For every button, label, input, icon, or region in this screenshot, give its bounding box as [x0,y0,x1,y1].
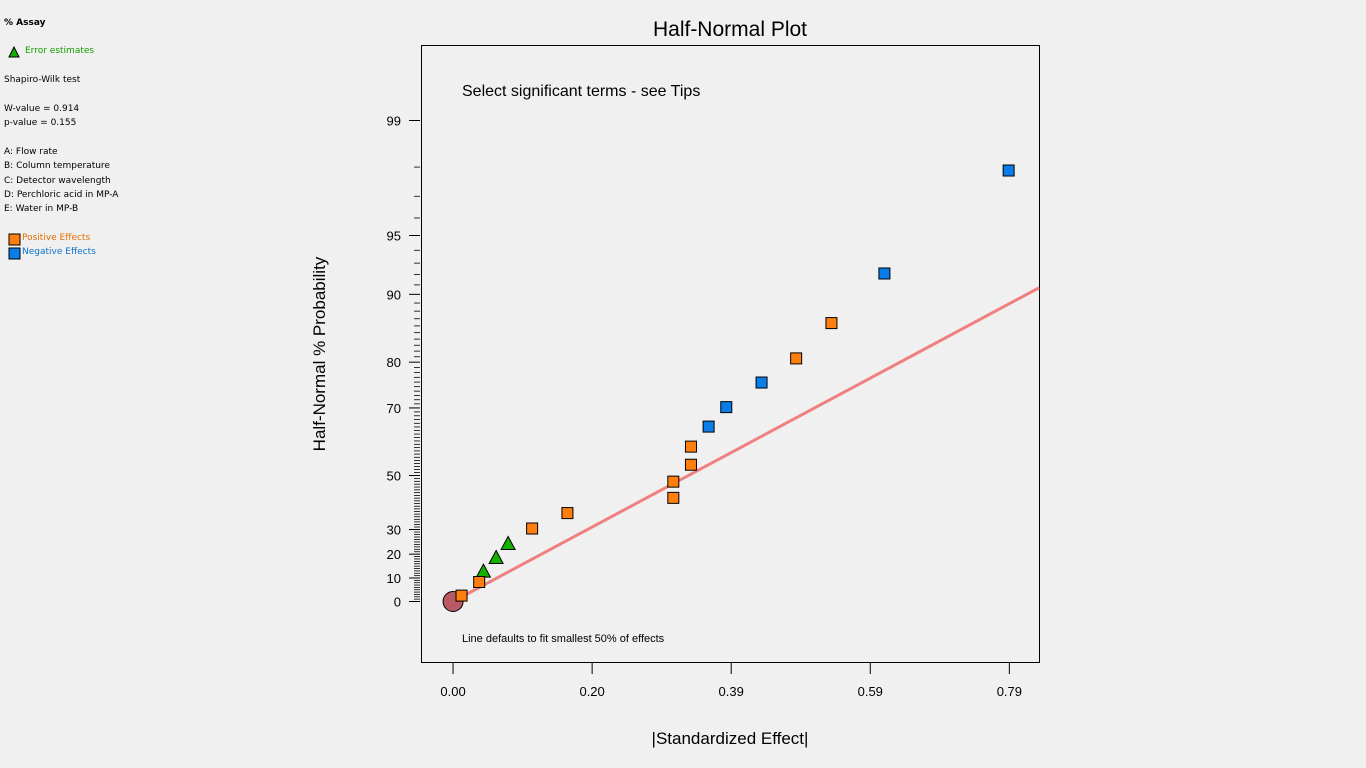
x-axis-label: |Standardized Effect| [652,729,809,748]
y-axis-label: Half-Normal % Probability [310,256,329,451]
x-tick-label: 0.79 [997,684,1022,699]
factor-d: D: Perchloric acid in MP-A [4,190,119,200]
response-name: % Assay [4,18,46,28]
plot-frame [421,45,1040,663]
positive-effect-point [473,576,486,589]
y-axis: 0 10 20 30 50 70 80 90 95 99 [387,114,420,610]
positive-effects-label: Positive Effects [22,233,91,243]
w-value: W-value = 0.914 [4,104,80,114]
error-estimates-swatch-icon [8,45,20,61]
negative-effect-point [755,376,768,389]
negative-effect-point [1002,164,1015,177]
y-tick-label: 80 [387,355,401,370]
positive-effect-point [825,317,838,330]
fit-annotation: Line defaults to fit smallest 50% of eff… [462,633,665,645]
negative-effect-point [720,401,733,414]
positive-effect-point [684,440,697,453]
y-tick-label: 99 [387,114,401,129]
x-tick-label: 0.59 [858,684,883,699]
x-axis: 0.00 0.20 0.39 0.59 0.79 [440,663,1022,699]
error-estimates-label: Error estimates [25,46,95,56]
x-tick-label: 0.20 [579,684,604,699]
y-tick-label: 30 [387,523,401,538]
p-value: p-value = 0.155 [4,118,77,128]
error-estimate-point [500,535,516,550]
positive-effect-point [684,458,697,471]
y-tick-label: 20 [387,547,401,562]
plot-area [442,164,1040,612]
positive-effect-point [455,589,468,602]
error-estimate-point [488,549,504,565]
y-tick-label: 90 [387,287,401,302]
positive-effects-swatch-icon [8,233,21,249]
factor-c: C: Detector wavelength [4,176,111,186]
test-name: Shapiro-Wilk test [4,75,81,85]
chart-title: Half-Normal Plot [653,18,807,41]
y-tick-label: 10 [387,571,401,586]
factor-a: A: Flow rate [4,147,58,157]
y-tick-label: 0 [394,595,401,610]
fit-line [452,286,1040,603]
factor-b: B: Column temperature [4,161,110,171]
error-estimate-point [475,563,492,578]
y-tick-label: 70 [387,401,401,416]
positive-effect-point [561,507,574,520]
factor-e: E: Water in MP-B [4,204,79,214]
positive-effect-point [790,352,803,365]
positive-effect-point [526,522,539,535]
negative-effects-label: Negative Effects [22,247,96,257]
x-tick-label: 0.00 [440,684,465,699]
negative-effect-point [878,267,891,280]
y-tick-label: 50 [387,469,401,484]
negative-effects-swatch-icon [8,247,21,263]
tips-annotation: Select significant terms - see Tips [462,83,700,100]
y-tick-label: 95 [387,228,401,243]
positive-effect-point [667,491,680,504]
x-tick-label: 0.39 [719,684,744,699]
positive-effect-point [667,475,680,488]
negative-effect-point [702,420,715,433]
